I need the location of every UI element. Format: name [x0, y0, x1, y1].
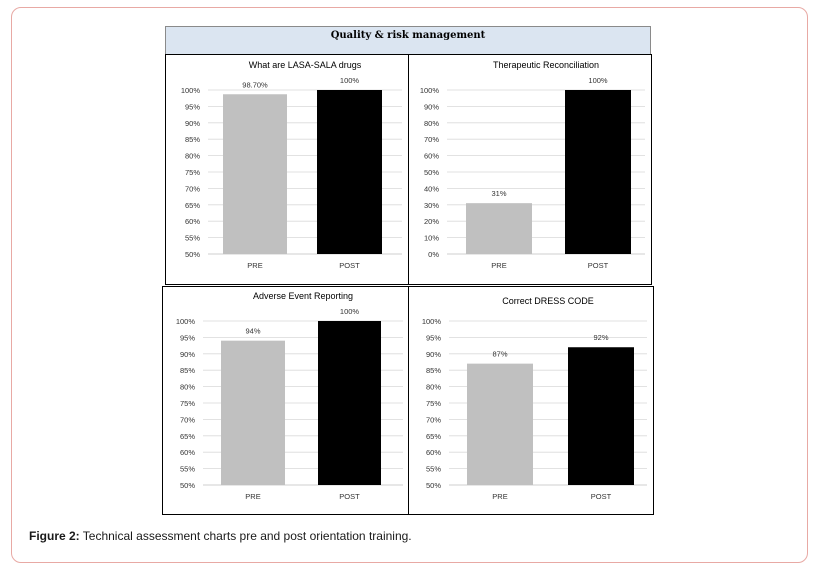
y-tick-label: 50% [426, 481, 441, 490]
y-tick-label: 50% [424, 168, 439, 177]
y-tick-label: 40% [424, 184, 439, 193]
y-tick-label: 60% [180, 448, 195, 457]
y-tick-label: 60% [426, 448, 441, 457]
y-tick-label: 30% [424, 201, 439, 210]
y-tick-label: 50% [180, 481, 195, 490]
caption-label: Figure 2: [29, 529, 80, 543]
caption-text: Technical assessment charts pre and post… [79, 529, 412, 543]
chart-title: Correct DRESS CODE [502, 296, 594, 306]
data-label: 94% [245, 327, 260, 336]
y-tick-label: 60% [424, 152, 439, 161]
y-tick-label: 70% [426, 415, 441, 424]
category-label: PRE [492, 492, 507, 501]
chart-correct-dress-code: Correct DRESS CODE 50% 55% 60% 65% 70% 75% 80% 8… [422, 296, 647, 501]
y-tick-label: 95% [185, 102, 200, 111]
data-label: 100% [340, 307, 360, 316]
y-tick-label: 100% [420, 86, 440, 95]
bar-pre [223, 94, 287, 254]
y-tick-label: 10% [424, 234, 439, 243]
y-tick-label: 20% [424, 217, 439, 226]
category-label: POST [339, 261, 360, 270]
y-tick-label: 50% [185, 250, 200, 259]
y-tick-label: 90% [180, 350, 195, 359]
y-tick-label: 80% [185, 152, 200, 161]
y-tick-label: 0% [428, 250, 439, 259]
chart-group-banner: Quality & risk management [165, 26, 651, 55]
y-tick-label: 85% [180, 366, 195, 375]
y-tick-label: 70% [424, 135, 439, 144]
chart-adverse-event-reporting: Adverse Event Reporting 50% 55% 60% 65% 70% 75… [176, 291, 403, 501]
y-tick-label: 60% [185, 217, 200, 226]
y-tick-label: 65% [426, 432, 441, 441]
y-tick-label: 100% [181, 86, 201, 95]
category-label: PRE [245, 492, 260, 501]
y-tick-label: 90% [185, 119, 200, 128]
y-tick-label: 90% [426, 350, 441, 359]
y-tick-label: 65% [185, 201, 200, 210]
y-tick-label: 100% [176, 317, 196, 326]
y-tick-label: 95% [180, 333, 195, 342]
figure-caption: Figure 2: Technical assessment charts pr… [29, 529, 412, 543]
category-label: POST [591, 492, 612, 501]
chart-lasa-sala: What are LASA-SALA drugs 50% 55% 60% 65% 70% 7… [181, 60, 402, 270]
chart-therapeutic-reconciliation: Therapeutic Reconciliation 0% 10% 20% 30% 40%… [420, 60, 645, 270]
chart-panel-dress-code: Correct DRESS CODE 50% 55% 60% 65% 70% 75% 80% 8… [408, 286, 654, 515]
y-tick-label: 55% [426, 465, 441, 474]
data-label: 98.70% [242, 80, 268, 89]
bar-pre [467, 363, 533, 485]
bar-post [568, 347, 634, 485]
y-tick-label: 55% [185, 234, 200, 243]
y-tick-label: 75% [426, 399, 441, 408]
category-label: PRE [491, 261, 506, 270]
data-label: 31% [491, 189, 506, 198]
y-tick-label: 70% [185, 184, 200, 193]
chart-title: Therapeutic Reconciliation [493, 60, 599, 70]
y-tick-label: 80% [424, 119, 439, 128]
y-tick-label: 55% [180, 465, 195, 474]
y-tick-label: 95% [426, 333, 441, 342]
y-tick-label: 80% [180, 383, 195, 392]
chart-title: What are LASA-SALA drugs [249, 60, 362, 70]
y-tick-label: 75% [185, 168, 200, 177]
y-tick-label: 70% [180, 415, 195, 424]
category-label: POST [339, 492, 360, 501]
bar-post [318, 321, 381, 485]
bar-post [565, 90, 631, 254]
chart-title: Adverse Event Reporting [253, 291, 353, 301]
y-tick-label: 75% [180, 399, 195, 408]
chart-panel-lasa-sala: What are LASA-SALA drugs 50% 55% 60% 65% 70% 7… [165, 54, 409, 285]
data-label: 100% [340, 76, 360, 85]
data-label: 92% [593, 333, 608, 342]
y-tick-label: 85% [185, 135, 200, 144]
data-label: 87% [492, 350, 507, 359]
bar-pre [221, 340, 285, 485]
category-label: PRE [247, 261, 262, 270]
y-tick-label: 65% [180, 432, 195, 441]
y-tick-label: 100% [422, 317, 442, 326]
category-label: POST [588, 261, 609, 270]
bar-post [317, 90, 382, 254]
chart-panel-therapeutic-reconciliation: Therapeutic Reconciliation 0% 10% 20% 30% 40%… [408, 54, 652, 285]
chart-panel-adverse-event: Adverse Event Reporting 50% 55% 60% 65% 70% 75… [162, 286, 409, 515]
y-tick-label: 85% [426, 366, 441, 375]
data-label: 100% [588, 76, 608, 85]
bar-pre [466, 203, 532, 254]
y-tick-label: 80% [426, 383, 441, 392]
y-tick-label: 90% [424, 102, 439, 111]
